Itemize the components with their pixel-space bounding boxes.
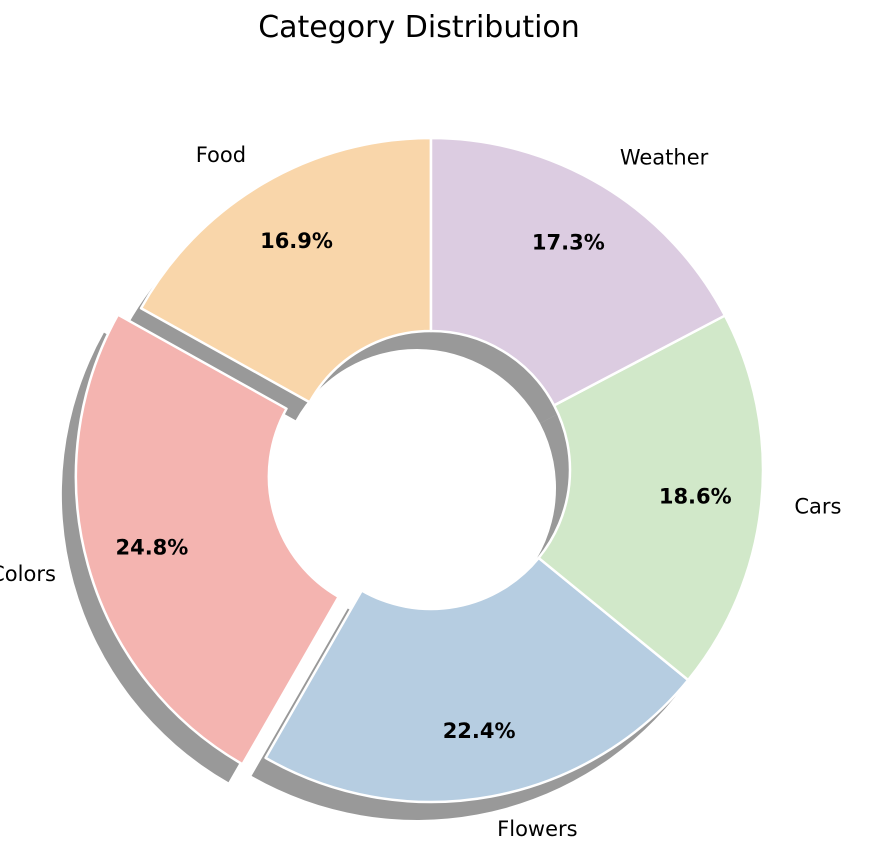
slice-value-food: 16.9% bbox=[260, 229, 333, 253]
slices bbox=[74, 136, 765, 804]
slice-food bbox=[139, 136, 433, 404]
slice-colors bbox=[74, 313, 340, 766]
slice-labels: Food 16.9% Colors 24.8% Flowers 22.4% Cars 18.6… bbox=[0, 143, 841, 841]
slice-weather bbox=[429, 136, 727, 407]
slice-value-weather: 17.3% bbox=[532, 231, 605, 255]
slice-cars bbox=[537, 314, 765, 682]
slice-label-flowers: Flowers bbox=[497, 817, 577, 841]
chart-title: Category Distribution bbox=[258, 10, 580, 45]
slice-label-food: Food bbox=[196, 143, 246, 167]
slice-label-colors: Colors bbox=[0, 562, 56, 586]
slice-label-weather: Weather bbox=[620, 145, 709, 169]
slice-flowers bbox=[264, 556, 690, 804]
slice-value-cars: 18.6% bbox=[659, 485, 732, 509]
slice-value-colors: 24.8% bbox=[115, 535, 188, 559]
slice-value-flowers: 22.4% bbox=[443, 719, 516, 743]
slice-label-cars: Cars bbox=[794, 495, 841, 519]
